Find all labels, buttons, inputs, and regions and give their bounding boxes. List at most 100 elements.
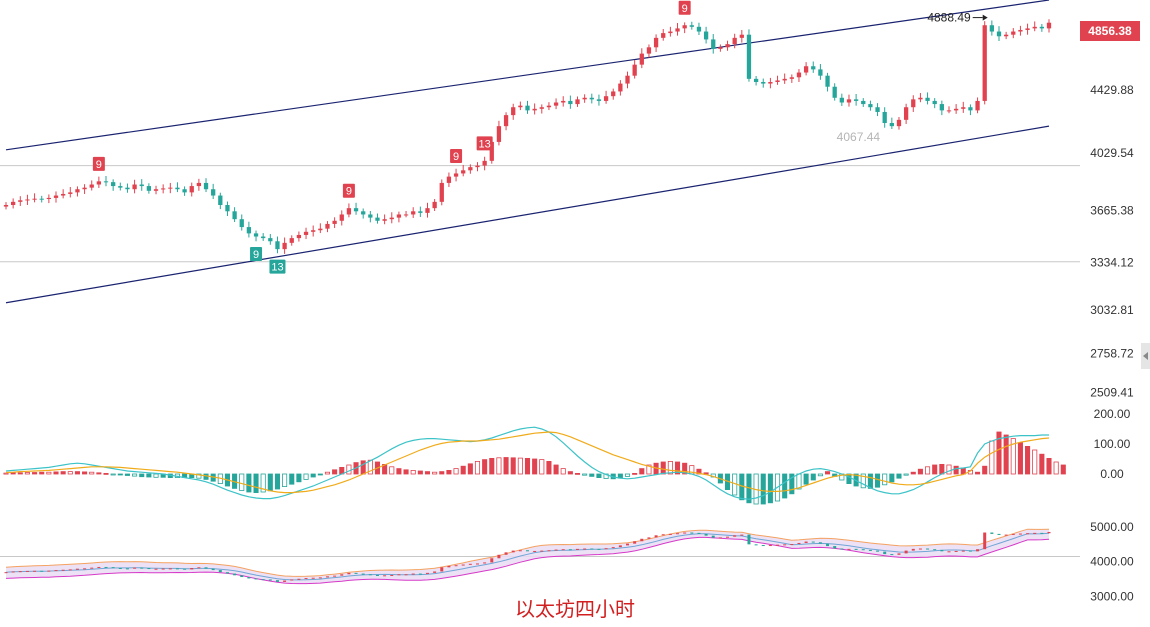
candle-body bbox=[332, 220, 337, 224]
bollinger-candle bbox=[826, 543, 830, 547]
low-marker-label: 4067.44 bbox=[837, 130, 881, 144]
macd-histogram-bar bbox=[289, 473, 295, 485]
macd-histogram-bar bbox=[153, 473, 159, 478]
axis-tick-label: 2509.41 bbox=[1090, 386, 1134, 400]
candle-body bbox=[911, 99, 916, 108]
candle-body bbox=[1003, 34, 1009, 37]
bollinger-upper-line bbox=[5, 528, 1050, 577]
candle-body bbox=[653, 37, 659, 48]
candle-body bbox=[125, 187, 130, 190]
bollinger-candle bbox=[375, 574, 379, 576]
macd-histogram-bar bbox=[946, 464, 952, 475]
candle-body bbox=[803, 66, 809, 73]
candle-body bbox=[453, 173, 459, 177]
bollinger-candle bbox=[168, 568, 172, 570]
bollinger-candle bbox=[47, 570, 51, 572]
candle-body bbox=[818, 69, 823, 76]
macd-histogram-bar bbox=[632, 472, 638, 475]
candle-body bbox=[925, 97, 930, 101]
bollinger-candle bbox=[968, 550, 972, 552]
candle-body bbox=[868, 104, 873, 108]
bollinger-candle bbox=[518, 550, 522, 552]
candle-body bbox=[1025, 28, 1030, 30]
macd-histogram-bar bbox=[524, 457, 531, 475]
candle-body bbox=[811, 66, 816, 70]
bollinger-candle bbox=[911, 548, 915, 551]
macd-histogram-bar bbox=[332, 469, 338, 475]
candle-body bbox=[832, 86, 837, 98]
candle-body bbox=[282, 242, 287, 250]
candle-body bbox=[553, 102, 559, 106]
axis-tick-label: 3000.00 bbox=[1090, 590, 1134, 604]
bollinger-candle bbox=[604, 548, 608, 550]
bollinger-candle bbox=[11, 571, 15, 573]
channel-line-lower bbox=[5, 125, 1050, 304]
candle-body bbox=[382, 219, 387, 221]
bollinger-candle bbox=[261, 579, 265, 581]
macd-histogram-bar bbox=[253, 473, 259, 494]
bollinger-candle bbox=[611, 547, 615, 549]
candle-body bbox=[982, 25, 987, 101]
candle-body bbox=[118, 186, 123, 188]
axis-tick-label: 2758.72 bbox=[1090, 346, 1134, 360]
macd-histogram-bar bbox=[24, 472, 30, 475]
bollinger-candle bbox=[147, 568, 151, 570]
macd-dea-line bbox=[5, 431, 1050, 494]
bollinger-candle bbox=[876, 550, 880, 552]
macd-histogram-bar bbox=[1060, 464, 1066, 475]
macd-histogram-bar bbox=[496, 457, 502, 475]
macd-histogram-bar bbox=[46, 471, 52, 475]
macd-histogram-bar bbox=[1039, 453, 1045, 475]
bollinger-candle bbox=[1004, 534, 1008, 536]
candle-body bbox=[739, 34, 744, 38]
candle-body bbox=[403, 214, 409, 216]
bollinger-candle bbox=[854, 548, 858, 550]
macd-histogram-bar bbox=[767, 473, 773, 504]
bollinger-candle bbox=[804, 541, 808, 543]
macd-histogram-bar bbox=[239, 473, 245, 491]
candle-body bbox=[789, 77, 794, 79]
bollinger-candle bbox=[225, 572, 229, 574]
macd-histogram-bar bbox=[810, 473, 816, 481]
bollinger-candle bbox=[583, 548, 587, 550]
macd-histogram-bar bbox=[396, 468, 402, 475]
bollinger-candle bbox=[133, 567, 137, 569]
candle-body bbox=[511, 107, 516, 116]
macd-histogram-bar bbox=[589, 473, 595, 477]
macd-histogram-bar bbox=[246, 473, 252, 493]
axis-tick-label: 100.00 bbox=[1094, 437, 1131, 451]
macd-histogram-bar bbox=[417, 470, 423, 475]
candle-body bbox=[196, 182, 202, 187]
td-marker-label: 13 bbox=[271, 262, 283, 274]
candle-body bbox=[968, 107, 973, 111]
macd-histogram-bar bbox=[953, 465, 959, 475]
bollinger-candle bbox=[161, 568, 165, 570]
bollinger-candle bbox=[883, 551, 887, 555]
macd-histogram-bar bbox=[875, 473, 881, 488]
macd-histogram-bar bbox=[532, 458, 538, 475]
macd-histogram-bar bbox=[17, 472, 23, 475]
collapse-handle-icon[interactable] bbox=[1141, 343, 1150, 369]
candle-body bbox=[589, 97, 594, 100]
candle-body bbox=[689, 25, 694, 27]
bollinger-candle bbox=[847, 548, 851, 550]
macd-histogram-bar bbox=[103, 472, 109, 475]
bollinger-candle bbox=[811, 541, 815, 543]
candle-body bbox=[268, 238, 273, 242]
bollinger-candle bbox=[383, 575, 387, 577]
macd-histogram-bar bbox=[553, 464, 559, 475]
bollinger-candle bbox=[318, 577, 322, 579]
macd-histogram-bar bbox=[803, 473, 809, 485]
candle-body bbox=[261, 236, 266, 239]
bollinger-candle bbox=[390, 574, 394, 576]
macd-histogram-bar bbox=[846, 473, 852, 485]
bollinger-candle bbox=[97, 566, 101, 568]
candle-body bbox=[611, 91, 616, 97]
bollinger-candle bbox=[25, 570, 29, 572]
macd-histogram-bar bbox=[146, 473, 152, 478]
candle-body bbox=[525, 105, 530, 111]
macd-histogram-bar bbox=[989, 440, 995, 475]
candle-body bbox=[796, 72, 802, 78]
td-marker-label: 13 bbox=[479, 138, 491, 150]
